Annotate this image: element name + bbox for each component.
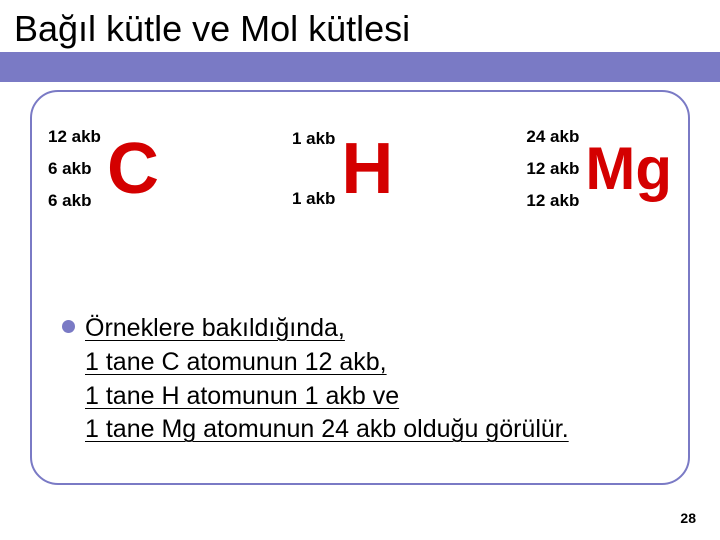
akb-label: 1 akb: [292, 129, 335, 149]
akb-label: 24 akb: [526, 127, 579, 147]
atom-group: 12 akb 6 akb 6 akb C: [48, 127, 159, 211]
bullet-line: 1 tane Mg atomunun 24 akb olduğu görülür…: [85, 415, 569, 443]
atoms-row: 12 akb 6 akb 6 akb C 1 akb 1 akb H 24 akb 12 akb…: [48, 127, 672, 211]
akb-label: 12 akb: [48, 127, 101, 147]
akb-labels: 24 akb 12 akb 12 akb: [526, 127, 579, 211]
content-box: 12 akb 6 akb 6 akb C 1 akb 1 akb H 24 akb 12 akb…: [30, 90, 690, 485]
atom-symbol: Mg: [585, 139, 672, 199]
slide-title: Bağıl kütle ve Mol kütlesi: [14, 8, 410, 50]
header-band: [0, 52, 720, 82]
akb-label: 12 akb: [526, 191, 579, 211]
bullet-line: 1 tane H atomunun 1 akb ve: [85, 382, 399, 410]
akb-label: 6 akb: [48, 159, 101, 179]
bullet-dot-icon: [62, 320, 75, 333]
atom-symbol: C: [107, 133, 159, 205]
page-number: 28: [680, 510, 696, 526]
bullet-line: 1 tane C atomunun 12 akb,: [85, 348, 387, 376]
akb-label: 1 akb: [292, 189, 335, 209]
bullet-text: Örneklere bakıldığında, 1 tane C atomunun…: [85, 312, 569, 447]
atom-group: 1 akb 1 akb H: [292, 127, 393, 211]
atom-group: 24 akb 12 akb 12 akb Mg: [526, 127, 672, 211]
akb-label: 6 akb: [48, 191, 101, 211]
akb-labels: 12 akb 6 akb 6 akb: [48, 127, 101, 211]
bullet-line: Örneklere bakıldığında,: [85, 314, 345, 342]
akb-label: 12 akb: [526, 159, 579, 179]
atom-symbol: H: [341, 133, 393, 205]
bullet-block: Örneklere bakıldığında, 1 tane C atomunun…: [62, 312, 668, 447]
akb-labels: 1 akb 1 akb: [292, 129, 335, 209]
